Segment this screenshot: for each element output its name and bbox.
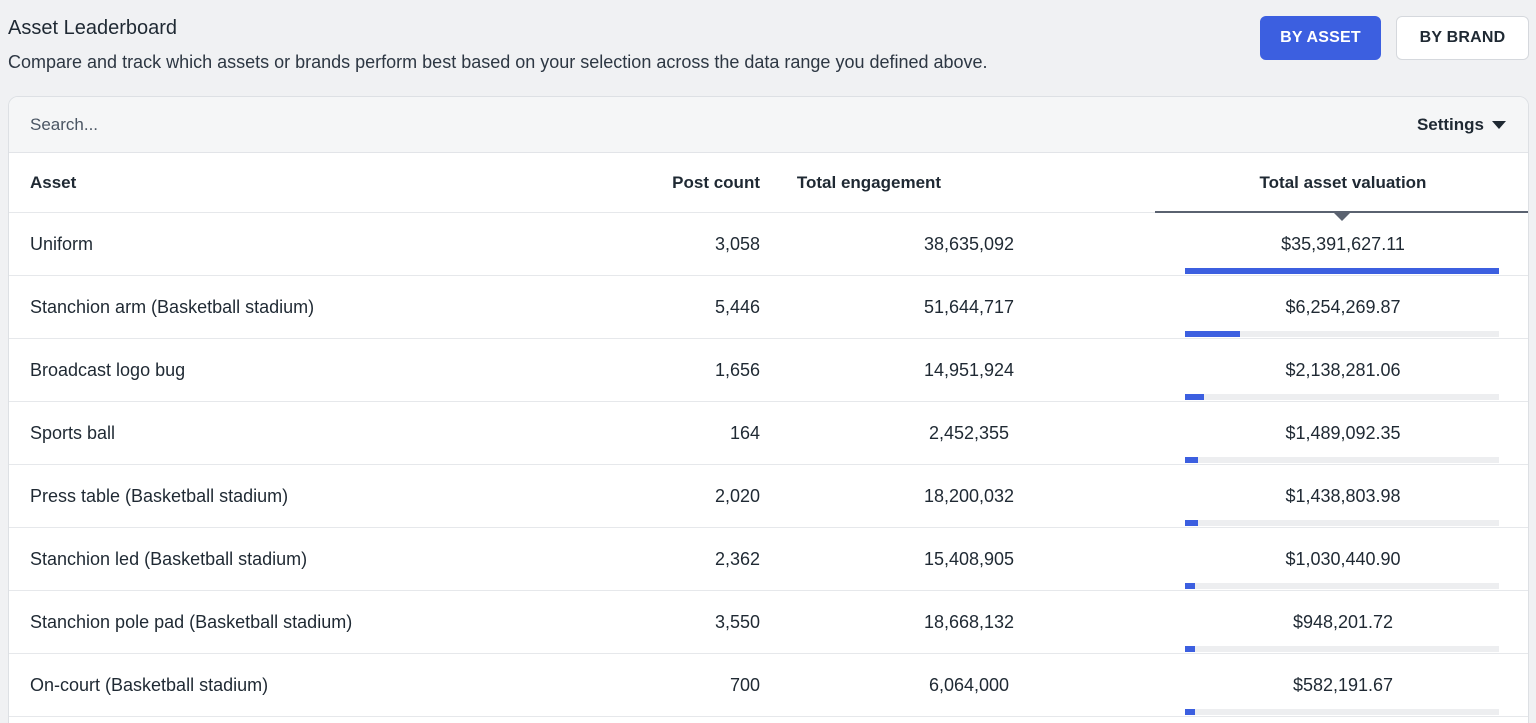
table-row[interactable]: Press table (Basketball stadium) 2,020 18,… — [9, 465, 1528, 528]
post-count-cell: 5,446 — [714, 297, 760, 317]
asset-name-cell: Press table (Basketball stadium) — [30, 486, 289, 506]
leaderboard-header: Asset Leaderboard Compare and track whic… — [8, 14, 1536, 84]
valuation-cell: $948,201.72 — [1292, 612, 1394, 632]
asset-name-cell: Stanchion led (Basketball stadium) — [30, 549, 308, 569]
asset-name-cell: Broadcast logo bug — [30, 360, 186, 380]
table-body: Uniform 3,058 38,635,092 $35,391,627.11 Stan… — [9, 213, 1528, 717]
by-brand-button[interactable]: BY BRAND — [1396, 16, 1529, 60]
post-count-cell: 3,550 — [714, 612, 760, 632]
table-header: Asset Post count Total engagement Total … — [9, 153, 1528, 221]
valuation-bar-fill — [1185, 709, 1195, 715]
table-toolbar: Settings — [9, 97, 1528, 153]
total-engagement-cell: 2,452,355 — [928, 423, 1010, 443]
caret-down-icon — [1492, 120, 1506, 129]
settings-label: Settings — [1416, 114, 1484, 134]
total-engagement-cell: 18,200,032 — [923, 486, 1015, 506]
sort-indicator-line — [1155, 211, 1528, 213]
valuation-bar-fill — [1185, 394, 1204, 400]
valuation-bar-track — [1185, 331, 1499, 337]
valuation-cell: $1,489,092.35 — [1285, 423, 1401, 443]
valuation-bar-track — [1185, 394, 1499, 400]
asset-name-cell: Uniform — [30, 234, 94, 254]
valuation-bar-fill — [1185, 331, 1241, 337]
valuation-bar-fill — [1185, 457, 1199, 463]
valuation-bar-fill — [1185, 583, 1195, 589]
table-row[interactable]: Stanchion arm (Basketball stadium) 5,446 5… — [9, 276, 1528, 339]
post-count-cell: 2,020 — [714, 486, 760, 506]
column-header-total-asset-valuation[interactable]: Total asset valuation — [1259, 173, 1427, 192]
asset-name-cell: Sports ball — [30, 423, 116, 443]
valuation-cell: $582,191.67 — [1292, 675, 1394, 695]
table-row[interactable]: Uniform 3,058 38,635,092 $35,391,627.11 — [9, 213, 1528, 276]
table-row[interactable]: Stanchion led (Basketball stadium) 2,362 1… — [9, 528, 1528, 591]
valuation-bar-track — [1185, 268, 1499, 274]
sort-descending-icon — [1334, 213, 1350, 221]
leaderboard-table-card: Settings Asset Post count Total engageme… — [8, 96, 1529, 723]
by-asset-button[interactable]: BY ASSET — [1260, 16, 1381, 60]
post-count-cell: 2,362 — [714, 549, 760, 569]
table-row[interactable]: Stanchion pole pad (Basketball stadium) 3… — [9, 591, 1528, 654]
column-header-post-count[interactable]: Post count — [672, 173, 760, 192]
table-row[interactable]: Sports ball 164 2,452,355 $1,489,092.35 — [9, 402, 1528, 465]
valuation-bar-fill — [1185, 646, 1195, 652]
table-row[interactable]: On-court (Basketball stadium) 700 6,064,00… — [9, 654, 1528, 717]
total-engagement-cell: 14,951,924 — [923, 360, 1015, 380]
valuation-bar-track — [1185, 457, 1499, 463]
valuation-bar-track — [1185, 646, 1499, 652]
post-count-cell: 700 — [729, 675, 760, 695]
valuation-bar-track — [1185, 583, 1499, 589]
post-count-cell: 164 — [729, 423, 760, 443]
page-title: Asset Leaderboard — [8, 17, 178, 39]
search-input[interactable] — [30, 114, 430, 135]
post-count-cell: 1,656 — [714, 360, 760, 380]
column-header-total-engagement[interactable]: Total engagement — [796, 173, 942, 192]
valuation-bar-fill — [1185, 268, 1499, 274]
asset-name-cell: Stanchion arm (Basketball stadium) — [30, 297, 315, 317]
valuation-cell: $1,030,440.90 — [1285, 549, 1401, 569]
column-header-asset[interactable]: Asset — [30, 173, 77, 192]
valuation-bar-fill — [1185, 520, 1198, 526]
valuation-cell: $35,391,627.11 — [1281, 234, 1405, 254]
valuation-cell: $1,438,803.98 — [1285, 486, 1401, 506]
asset-name-cell: Stanchion pole pad (Basketball stadium) — [30, 612, 353, 632]
valuation-cell: $2,138,281.06 — [1285, 360, 1401, 380]
valuation-cell: $6,254,269.87 — [1285, 297, 1401, 317]
post-count-cell: 3,058 — [714, 234, 760, 254]
total-engagement-cell: 6,064,000 — [928, 675, 1010, 695]
total-engagement-cell: 15,408,905 — [923, 549, 1015, 569]
total-engagement-cell: 18,668,132 — [923, 612, 1015, 632]
table-row[interactable]: Broadcast logo bug 1,656 14,951,924 $2,138,… — [9, 339, 1528, 402]
total-engagement-cell: 51,644,717 — [923, 297, 1015, 317]
asset-name-cell: On-court (Basketball stadium) — [30, 675, 269, 695]
valuation-bar-track — [1185, 520, 1499, 526]
valuation-bar-track — [1185, 709, 1499, 715]
total-engagement-cell: 38,635,092 — [923, 234, 1015, 254]
settings-dropdown[interactable]: Settings — [1417, 115, 1506, 135]
page-subtitle: Compare and track which assets or brands… — [8, 52, 988, 72]
